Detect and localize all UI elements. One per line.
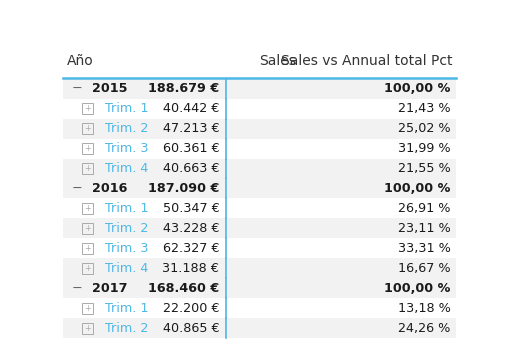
Text: Trim. 1: Trim. 1 — [104, 302, 148, 315]
Text: 2016: 2016 — [92, 182, 127, 195]
Text: Trim. 1: Trim. 1 — [104, 202, 148, 215]
Text: +: + — [85, 304, 91, 313]
Text: 21,43 %: 21,43 % — [398, 102, 450, 115]
Text: 26,91 %: 26,91 % — [398, 202, 450, 215]
Bar — [63, 238, 456, 258]
Text: 100,00 %: 100,00 % — [384, 182, 450, 195]
Text: 50.347 €: 50.347 € — [163, 202, 220, 215]
Text: 40.865 €: 40.865 € — [163, 322, 220, 335]
Text: +: + — [85, 104, 91, 113]
Text: Trim. 2: Trim. 2 — [104, 222, 148, 235]
Text: 25,02 %: 25,02 % — [398, 122, 450, 135]
Text: +: + — [85, 144, 91, 153]
Text: Trim. 4: Trim. 4 — [104, 162, 148, 175]
Bar — [63, 298, 456, 318]
Text: Trim. 2: Trim. 2 — [104, 322, 148, 335]
Text: +: + — [85, 204, 91, 213]
Bar — [63, 79, 456, 99]
Text: 188.679 €: 188.679 € — [148, 82, 220, 95]
Text: 23,11 %: 23,11 % — [397, 222, 450, 235]
Bar — [63, 318, 456, 338]
Text: Año: Año — [67, 54, 94, 68]
Text: 13,18 %: 13,18 % — [397, 302, 450, 315]
Bar — [63, 139, 456, 158]
Text: 21,55 %: 21,55 % — [397, 162, 450, 175]
Text: 60.361 €: 60.361 € — [163, 142, 220, 155]
Text: 31.188 €: 31.188 € — [162, 262, 220, 275]
Text: +: + — [85, 164, 91, 173]
Text: −: − — [72, 82, 83, 95]
Text: 22.200 €: 22.200 € — [163, 302, 220, 315]
Text: 62.327 €: 62.327 € — [163, 242, 220, 255]
Text: Trim. 2: Trim. 2 — [104, 122, 148, 135]
Text: Trim. 3: Trim. 3 — [104, 142, 148, 155]
Text: 187.090 €: 187.090 € — [148, 182, 220, 195]
Bar — [63, 118, 456, 139]
Bar — [63, 158, 456, 179]
Text: 168.460 €: 168.460 € — [148, 282, 220, 295]
Text: +: + — [85, 264, 91, 273]
Text: 100,00 %: 100,00 % — [384, 82, 450, 95]
Text: 31,99 %: 31,99 % — [398, 142, 450, 155]
Text: 2017: 2017 — [92, 282, 127, 295]
Text: 16,67 %: 16,67 % — [398, 262, 450, 275]
Bar — [63, 258, 456, 278]
Text: +: + — [85, 324, 91, 333]
Text: 40.442 €: 40.442 € — [163, 102, 220, 115]
Text: 2015: 2015 — [92, 82, 127, 95]
Text: 33,31 %: 33,31 % — [397, 242, 450, 255]
Bar — [63, 219, 456, 238]
Bar — [63, 99, 456, 118]
Text: 43.228 €: 43.228 € — [163, 222, 220, 235]
Text: Trim. 3: Trim. 3 — [104, 242, 148, 255]
Text: +: + — [85, 244, 91, 253]
Text: −: − — [72, 182, 83, 195]
Text: Trim. 4: Trim. 4 — [104, 262, 148, 275]
Text: +: + — [85, 124, 91, 133]
Text: +: + — [85, 224, 91, 233]
Text: 40.663 €: 40.663 € — [163, 162, 220, 175]
Text: 24,26 %: 24,26 % — [398, 322, 450, 335]
Bar — [63, 278, 456, 298]
Bar — [63, 179, 456, 198]
Text: Trim. 1: Trim. 1 — [104, 102, 148, 115]
Text: Sales vs Annual total Pct: Sales vs Annual total Pct — [281, 54, 452, 68]
Bar — [63, 198, 456, 219]
Text: Sales: Sales — [259, 54, 296, 68]
Text: 47.213 €: 47.213 € — [163, 122, 220, 135]
Text: −: − — [72, 282, 83, 295]
Text: 100,00 %: 100,00 % — [384, 282, 450, 295]
